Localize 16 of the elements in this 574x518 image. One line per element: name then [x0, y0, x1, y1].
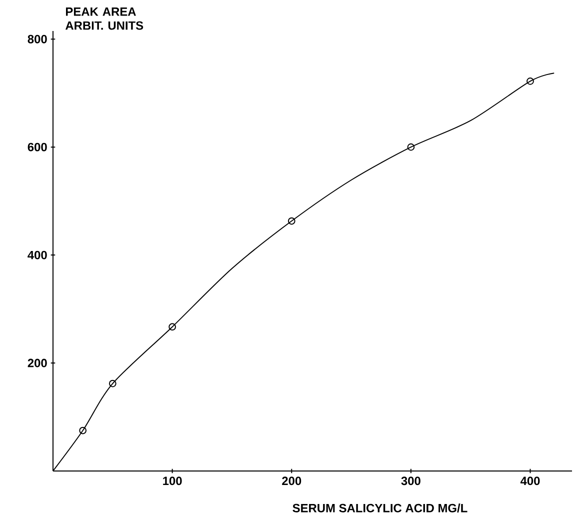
y-tick-label: 800 — [28, 34, 47, 44]
point — [407, 143, 415, 151]
y-tick-label: 200 — [28, 358, 47, 368]
point — [526, 78, 534, 85]
x-tick-label: 400 — [520, 476, 540, 486]
x-tick-label: 100 — [163, 476, 182, 486]
x-tick-label: 200 — [282, 476, 302, 486]
point — [288, 217, 296, 225]
point — [108, 380, 116, 388]
point — [168, 323, 176, 331]
y-axis-title: PEAK AREA ARBIT. UNITS — [65, 8, 144, 30]
point — [79, 426, 87, 434]
x-tick-label: 300 — [401, 476, 420, 486]
x-axis-title: SERUM SALICYLIC ACID MG/L — [292, 504, 468, 512]
y-tick-label: 600 — [28, 142, 47, 152]
y-tick-label: 400 — [28, 250, 47, 260]
